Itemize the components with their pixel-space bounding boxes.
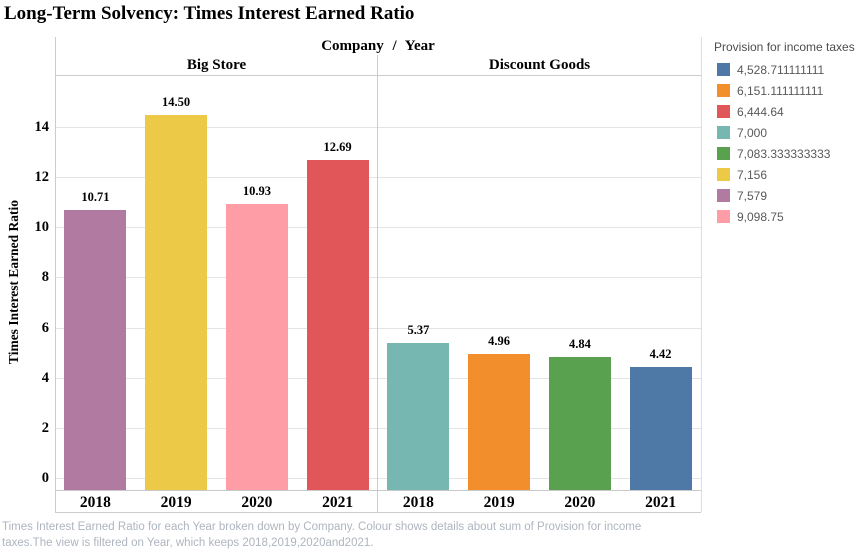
caption: Times Interest Earned Ratio for each Yea…: [2, 519, 714, 551]
x-tick-label-discount-goods-2019: 2019: [483, 494, 515, 511]
legend-item-label: 7,579: [737, 188, 768, 203]
legend-item-label: 6,444.64: [737, 104, 784, 119]
legend-item[interactable]: 7,083.333333333: [714, 143, 866, 164]
bar-value-label: 10.93: [242, 184, 271, 198]
x-tick-label-big-store-2020: 2020: [241, 494, 273, 511]
legend-item[interactable]: 7,579: [714, 185, 866, 206]
caption-line: taxes.The view is filtered on Year, whic…: [2, 537, 374, 549]
legend-swatch: [717, 168, 730, 181]
x-tick-label-big-store-2019: 2019: [160, 494, 192, 511]
plot-left-border: [55, 37, 56, 512]
bar-discount-goods-2018[interactable]: [387, 343, 450, 490]
panel-header-big-store: Big Store: [186, 57, 247, 73]
legend-item[interactable]: 4,528.711111111: [714, 59, 866, 80]
bar-value-label: 4.96: [488, 333, 511, 348]
legend-item-label: 4,528.711111111: [737, 62, 825, 77]
y-tick-label: 2: [41, 419, 49, 436]
legend-items: 4,528.711111111 6,151.111111111 6,444.64 7,…: [714, 59, 866, 227]
gridline: [55, 177, 701, 179]
bar-discount-goods-2019[interactable]: [468, 353, 531, 490]
bar-value-label: 10.71: [81, 189, 110, 204]
panel-header-discount-goods: Discount Goods: [488, 57, 591, 73]
bar-discount-goods-2020[interactable]: [548, 356, 611, 490]
chart-title: Long-Term Solvency: Times Interest Earne…: [4, 3, 415, 24]
gridline: [55, 327, 701, 329]
x-tick-label-discount-goods-2020: 2020: [564, 494, 596, 511]
axis-baseline: [55, 490, 701, 491]
legend-title: Provision for income taxes: [714, 40, 855, 54]
legend-item-label: 6,151.111111111: [737, 83, 824, 98]
y-tick-label: 12: [34, 169, 50, 186]
legend-swatch: [717, 147, 730, 160]
y-tick-label: 4: [41, 369, 49, 386]
bar-discount-goods-2021[interactable]: [629, 367, 692, 490]
legend-swatch: [717, 84, 730, 97]
legend-swatch: [717, 63, 730, 76]
legend-item-label: 7,000: [737, 125, 768, 140]
bar-big-store-2018[interactable]: [64, 209, 127, 490]
bar-value-label: 5.37: [407, 323, 430, 338]
header-separator: [55, 75, 701, 76]
panel-divider: [377, 55, 378, 512]
legend-item[interactable]: 6,444.64: [714, 101, 866, 122]
x-tick-label-discount-goods-2021: 2021: [645, 494, 677, 511]
plot-right-border: [701, 37, 702, 512]
y-tick-label: 10: [34, 219, 50, 236]
x-tick-label-big-store-2021: 2021: [322, 494, 354, 511]
gridline: [55, 478, 701, 479]
x-tick-label-discount-goods-2018: 2018: [402, 494, 434, 511]
x-tick-label-big-store-2018: 2018: [79, 494, 111, 511]
legend-item[interactable]: 6,151.111111111: [714, 80, 866, 101]
bar-value-label: 12.69: [323, 139, 352, 154]
legend-swatch: [717, 126, 730, 139]
legend: Provision for income taxes 4,528.7111111…: [714, 40, 866, 227]
bar-big-store-2021[interactable]: [306, 159, 369, 490]
bar-value-label: 4.84: [568, 336, 591, 351]
caption-line: Times Interest Earned Ratio for each Yea…: [2, 521, 642, 533]
legend-item[interactable]: 9,098.75: [714, 206, 866, 227]
legend-item-label: 7,156: [737, 167, 768, 182]
y-tick-label: 6: [41, 319, 49, 336]
gridline: [55, 127, 701, 129]
legend-swatch: [717, 210, 730, 223]
gridline: [55, 227, 701, 229]
bar-value-label: 14.50: [162, 94, 191, 109]
legend-item-label: 9,098.75: [737, 209, 784, 224]
legend-item-label: 7,083.333333333: [737, 146, 831, 161]
column-header: Company / Year: [321, 38, 435, 54]
y-tick-label: 0: [41, 470, 49, 486]
gridline: [55, 277, 701, 279]
gridline: [55, 427, 701, 429]
y-tick-label: 8: [41, 269, 49, 286]
y-tick-label: 14: [34, 119, 50, 136]
legend-swatch: [717, 189, 730, 202]
legend-item[interactable]: 7,000: [714, 122, 866, 143]
bar-big-store-2019[interactable]: [145, 114, 208, 490]
gridline: [55, 377, 701, 379]
legend-swatch: [717, 105, 730, 118]
bar-big-store-2020[interactable]: [225, 204, 288, 490]
bar-value-label: 4.42: [649, 347, 672, 362]
plot-bottom-border: [55, 512, 701, 513]
legend-item[interactable]: 7,156: [714, 164, 866, 185]
